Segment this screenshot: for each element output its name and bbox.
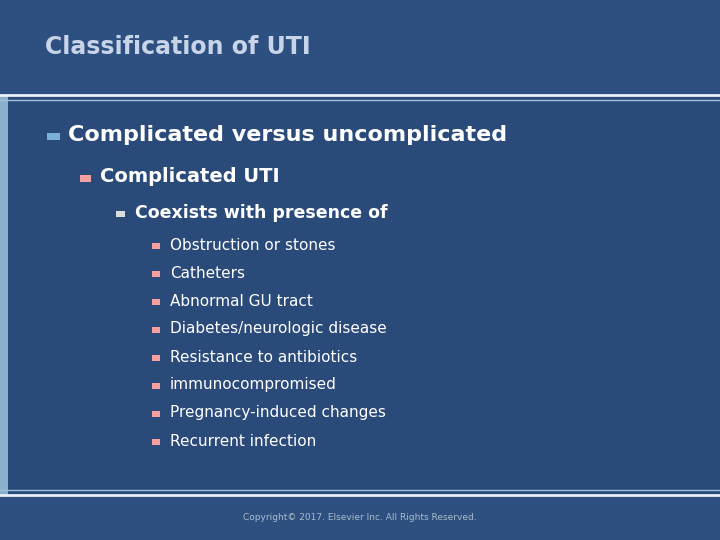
Bar <box>152 299 160 305</box>
Text: immunocompromised: immunocompromised <box>170 377 337 393</box>
Text: Coexists with presence of: Coexists with presence of <box>135 204 387 222</box>
Text: Classification of UTI: Classification of UTI <box>45 36 310 59</box>
Bar <box>152 411 160 416</box>
Text: Pregnancy-induced changes: Pregnancy-induced changes <box>170 406 386 421</box>
Text: Complicated versus uncomplicated: Complicated versus uncomplicated <box>68 125 507 145</box>
Bar <box>152 271 160 276</box>
Text: Copyright© 2017. Elsevier Inc. All Rights Reserved.: Copyright© 2017. Elsevier Inc. All Right… <box>243 513 477 522</box>
Bar <box>152 355 160 361</box>
Bar <box>0 95 8 495</box>
Text: Diabetes/neurologic disease: Diabetes/neurologic disease <box>170 321 387 336</box>
Text: Resistance to antibiotics: Resistance to antibiotics <box>170 349 357 364</box>
Text: Recurrent infection: Recurrent infection <box>170 434 316 449</box>
Text: Abnormal GU tract: Abnormal GU tract <box>170 294 313 308</box>
Bar <box>0 495 720 540</box>
Text: Obstruction or stones: Obstruction or stones <box>170 238 336 253</box>
Bar <box>152 327 160 333</box>
Bar <box>47 132 60 140</box>
Bar <box>80 175 91 181</box>
Text: Catheters: Catheters <box>170 266 245 280</box>
Bar <box>116 211 125 217</box>
Text: Complicated UTI: Complicated UTI <box>100 167 279 186</box>
Bar <box>152 383 160 388</box>
Bar <box>0 0 720 95</box>
Bar <box>152 439 160 444</box>
Bar <box>152 243 160 248</box>
